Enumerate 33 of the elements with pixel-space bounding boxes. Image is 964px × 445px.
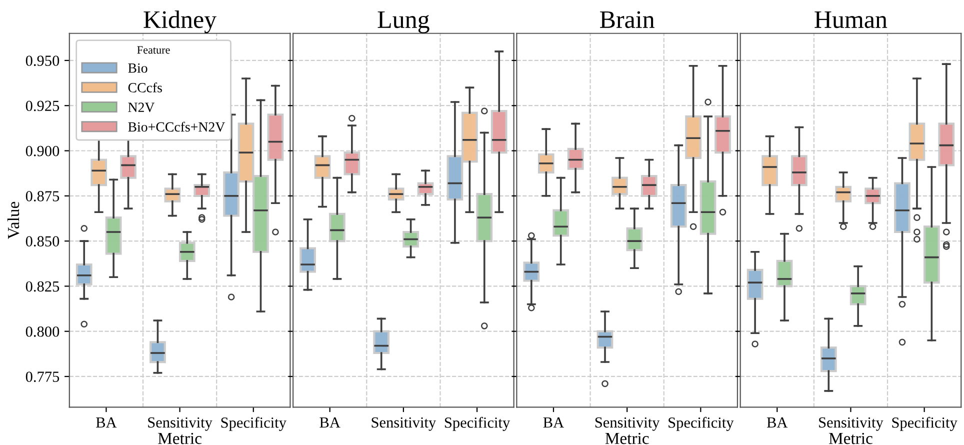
x-axis-title: Metric — [605, 432, 649, 444]
y-axis-title: Value — [7, 202, 20, 240]
chart-title: Lung — [378, 11, 430, 34]
y-tick-label: 0.925 — [26, 100, 60, 112]
x-tick-label: Specificity — [444, 416, 510, 431]
legend-label: CCcfs — [128, 82, 162, 92]
x-tick-label: Specificity — [892, 416, 958, 431]
legend-title: Feature — [137, 46, 170, 54]
legend-label: Bio+CCcfs+N2V — [128, 122, 226, 132]
chart-title: Human — [814, 11, 888, 28]
y-tick-label: 0.800 — [26, 326, 60, 337]
x-tick-label: BA — [543, 417, 564, 428]
x-tick-label: Specificity — [221, 416, 286, 431]
x-tick-label: BA — [96, 417, 117, 428]
legend-label: Bio — [128, 63, 148, 73]
y-tick-label: 0.875 — [26, 191, 60, 202]
y-tick-label: 0.775 — [26, 372, 60, 382]
legend-label: N2V — [128, 102, 155, 112]
chart-title: Brain — [600, 11, 654, 28]
y-tick-label: 0.950 — [26, 56, 60, 66]
x-tick-label: BA — [766, 417, 788, 428]
x-tick-label: Specificity — [668, 416, 734, 431]
x-tick-label: Sensitivity — [148, 417, 212, 431]
x-axis-title: Metric — [158, 432, 202, 444]
x-tick-label: Sensitivity — [595, 417, 660, 431]
x-tick-label: Sensitivity — [819, 417, 884, 431]
x-axis-title: Metric — [828, 432, 872, 444]
y-tick-label: 0.850 — [26, 236, 60, 247]
x-tick-label: Sensitivity — [372, 417, 436, 431]
y-tick-label: 0.900 — [26, 146, 60, 156]
y-tick-label: 0.825 — [26, 281, 60, 292]
chart-title: Kidney — [144, 10, 216, 34]
x-tick-label: BA — [320, 417, 340, 428]
